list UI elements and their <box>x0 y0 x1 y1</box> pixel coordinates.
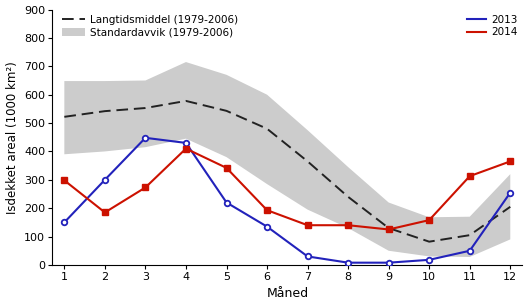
Y-axis label: Isdekket areal (1000 km²): Isdekket areal (1000 km²) <box>6 61 18 214</box>
Legend: 2013, 2014: 2013, 2014 <box>467 15 517 37</box>
X-axis label: Måned: Måned <box>266 287 308 300</box>
